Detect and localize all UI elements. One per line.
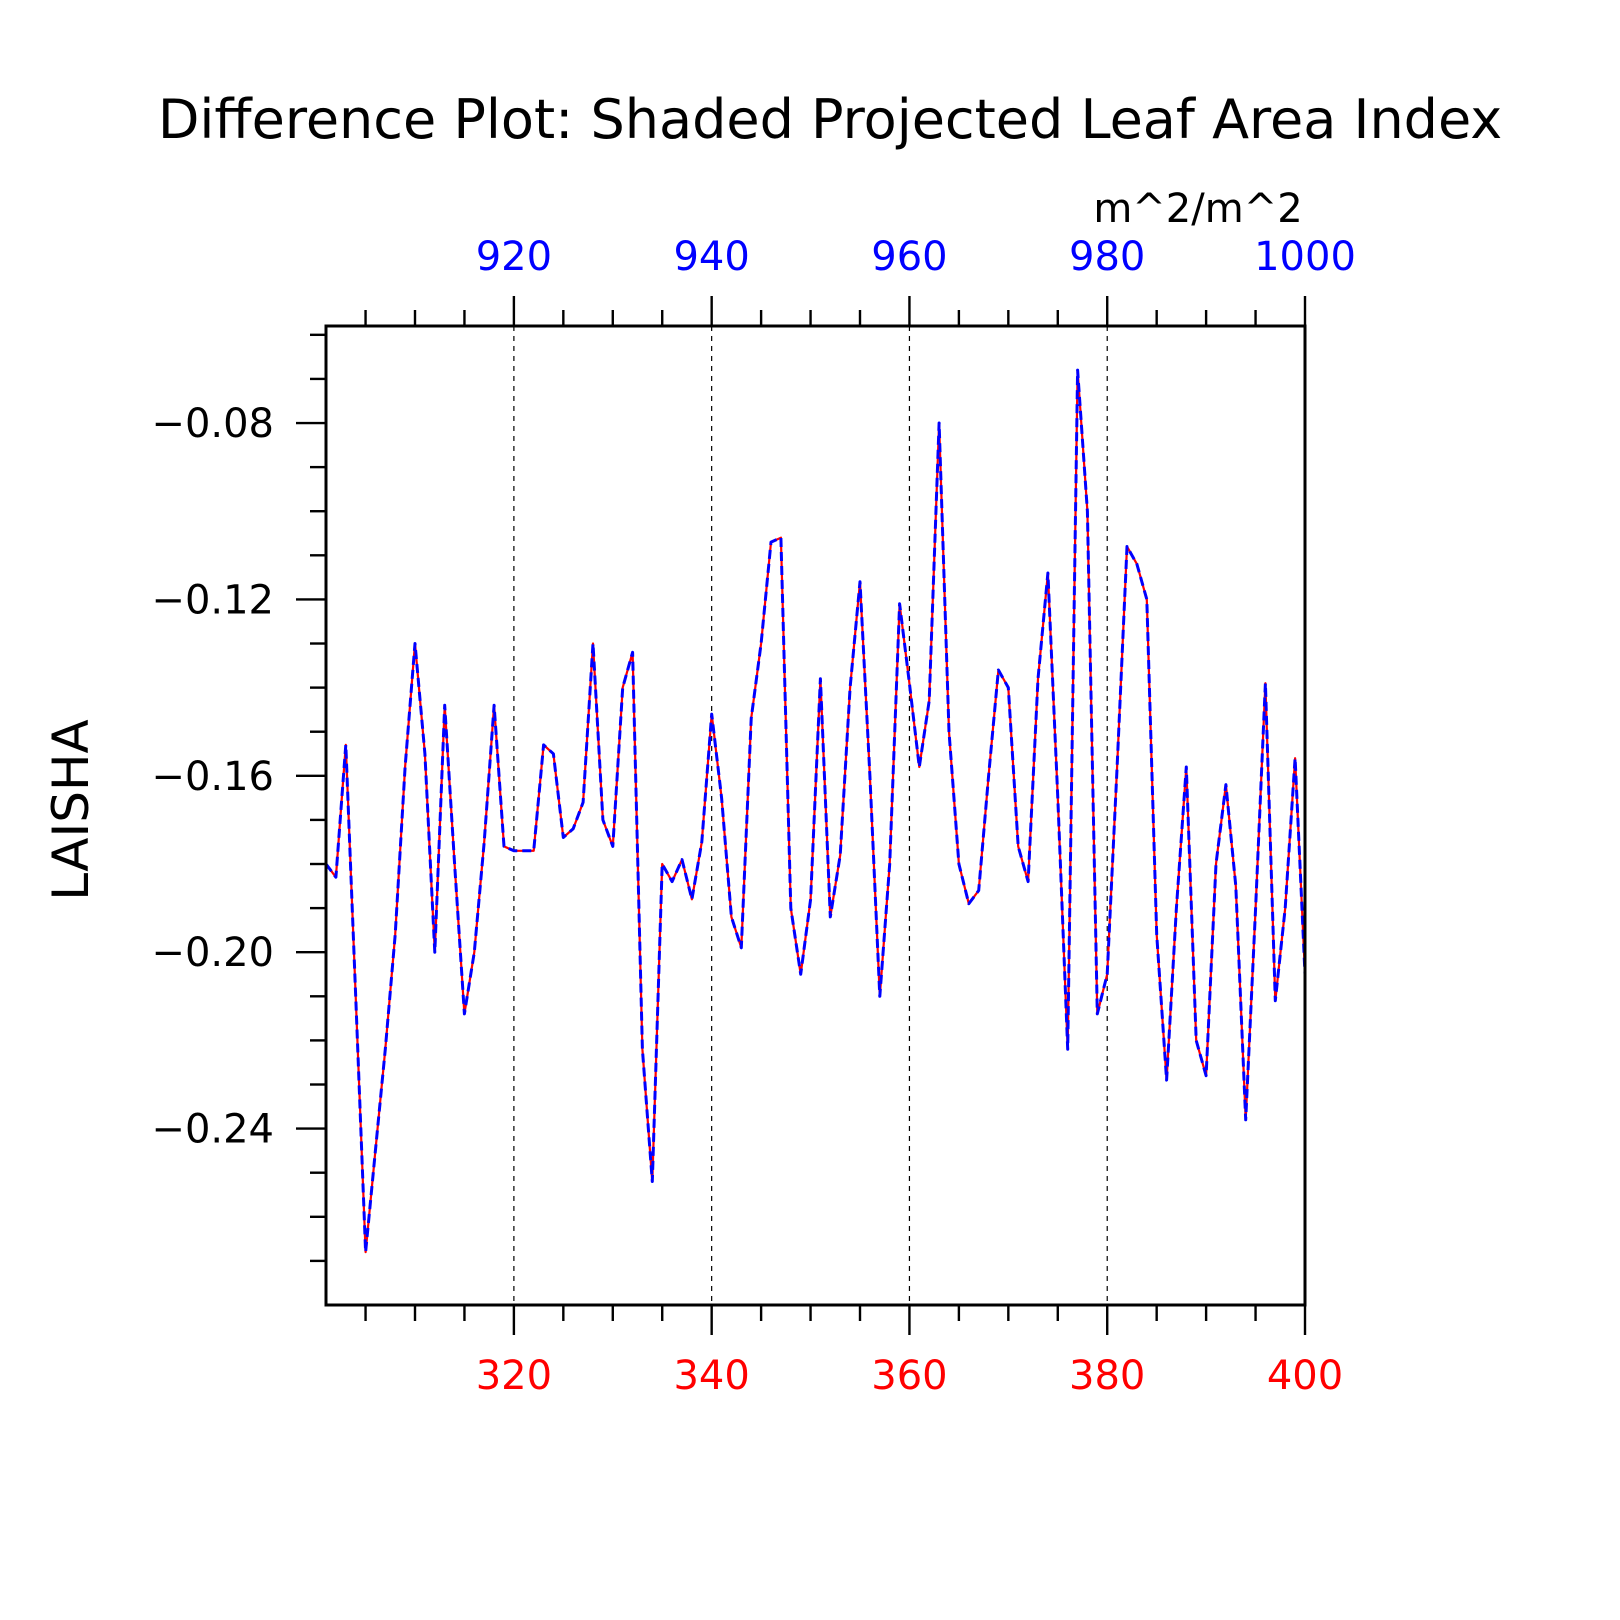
top-x-tick-labels: 920 940 960 980 1000 [476,234,1356,280]
y-tick-label: −0.08 [151,401,274,447]
axis-ticks [296,296,1307,1335]
y-tick-labels: −0.08 −0.12 −0.16 −0.20 −0.24 [151,401,274,1153]
y-tick-label: −0.16 [151,754,274,800]
plot-frame [324,324,1307,1307]
series-line-1 [325,369,1307,1254]
bottom-x-tick-label: 380 [1069,1353,1145,1399]
top-x-tick-label: 980 [1069,234,1145,280]
grid-lines [513,326,1108,1305]
y-axis-label: LAISHA [42,719,100,901]
top-x-tick-label: 960 [871,234,947,280]
chart-title: Difference Plot: Shaded Projected Leaf A… [158,88,1502,151]
top-x-tick-label: 1000 [1254,234,1356,280]
top-x-tick-label: 920 [476,234,552,280]
y-tick-label: −0.24 [151,1107,274,1153]
bottom-x-tick-label: 360 [871,1353,947,1399]
bottom-x-tick-label: 340 [673,1353,749,1399]
y-tick-label: −0.12 [151,577,274,623]
series-lines [324,368,1307,1254]
y-tick-label: −0.20 [151,930,274,976]
bottom-x-tick-label: 320 [476,1353,552,1399]
series-line-2 [324,368,1307,1254]
top-x-tick-label: 940 [673,234,749,280]
bottom-x-tick-labels: 320 340 360 380 400 [476,1353,1343,1399]
units-label: m^2/m^2 [1093,186,1302,232]
bottom-x-tick-label: 400 [1267,1353,1343,1399]
